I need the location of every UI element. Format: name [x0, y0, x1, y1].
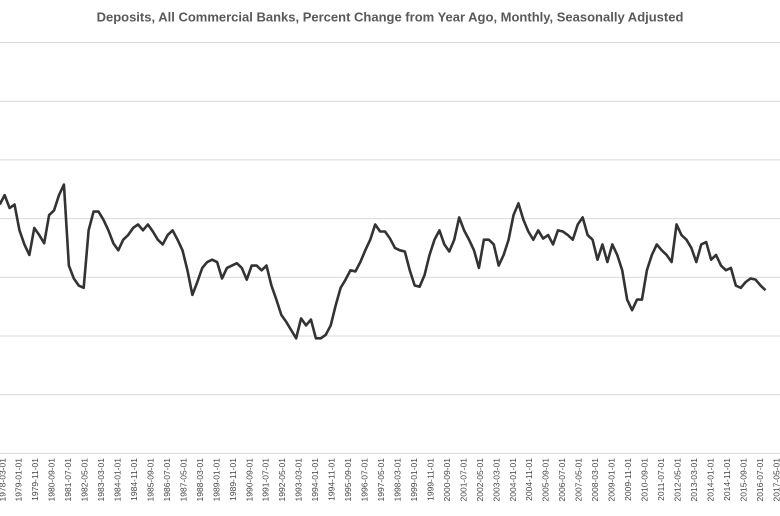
x-tick-label: 2016-07-01	[755, 458, 765, 502]
x-tick-label: 1978-03-01	[0, 458, 7, 502]
x-tick-label: 2002-05-01	[475, 458, 485, 502]
x-tick-label: 1984-11-01	[129, 458, 139, 501]
x-tick-label: 1995-09-01	[343, 458, 353, 502]
x-tick-label: 1989-11-01	[228, 458, 238, 501]
x-tick-label: 2001-07-01	[458, 458, 468, 502]
x-tick-label: 1997-05-01	[376, 458, 386, 502]
x-tick-label: 1979-11-01	[30, 458, 40, 501]
x-tick-label: 1980-09-01	[47, 458, 57, 502]
x-tick-label: 2006-07-01	[557, 458, 567, 502]
x-tick-label: 1984-01-01	[113, 458, 123, 502]
x-tick-label: 2010-09-01	[640, 458, 650, 502]
x-tick-label: 2004-01-01	[508, 458, 518, 502]
x-tick-label: 1979-01-01	[14, 458, 24, 502]
x-tick-label: 1982-05-01	[80, 458, 90, 502]
x-tick-label: 1998-03-01	[392, 458, 402, 502]
x-tick-label: 2013-03-01	[689, 458, 699, 502]
x-tick-label: 1999-11-01	[425, 458, 435, 501]
x-tick-label: 1993-03-01	[294, 458, 304, 502]
x-tick-label: 2004-11-01	[524, 458, 534, 501]
x-tick-label: 1983-03-01	[96, 458, 106, 502]
x-tick-label: 2015-09-01	[738, 458, 748, 502]
x-tick-label: 2012-05-01	[672, 458, 682, 502]
x-tick-label: 1981-07-01	[63, 458, 73, 502]
x-tick-label: 1987-05-01	[178, 458, 188, 502]
chart-title: Deposits, All Commercial Banks, Percent …	[97, 9, 684, 24]
x-tick-label: 2007-05-01	[574, 458, 584, 502]
x-tick-label: 2000-09-01	[442, 458, 452, 502]
x-tick-label: 1994-01-01	[310, 458, 320, 502]
x-tick-label: 1988-03-01	[195, 458, 205, 502]
x-tick-label: 2008-03-01	[590, 458, 600, 502]
x-tick-label: 1999-01-01	[409, 458, 419, 502]
x-tick-label: 1989-01-01	[211, 458, 221, 502]
x-tick-label: 1990-09-01	[244, 458, 254, 502]
x-tick-label: 1986-07-01	[162, 458, 172, 502]
data-line	[0, 183, 767, 340]
x-tick-label: 2017-05-01	[771, 458, 780, 502]
x-tick-label: 1992-05-01	[277, 458, 287, 502]
x-tick-label: 1994-11-01	[327, 458, 337, 501]
x-tick-label: 1985-09-01	[145, 458, 155, 502]
x-tick-label: 2009-01-01	[607, 458, 617, 502]
x-tick-label: 2014-01-01	[705, 458, 715, 502]
x-tick-label: 2005-09-01	[541, 458, 551, 502]
x-tick-label: 2011-07-01	[656, 458, 666, 501]
x-tick-label: 1991-07-01	[261, 458, 271, 502]
x-tick-label: 2003-03-01	[491, 458, 501, 502]
x-tick-label: 2009-11-01	[623, 458, 633, 501]
x-tick-label: 1996-07-01	[360, 458, 370, 502]
x-tick-label: 2014-11-01	[722, 458, 732, 501]
